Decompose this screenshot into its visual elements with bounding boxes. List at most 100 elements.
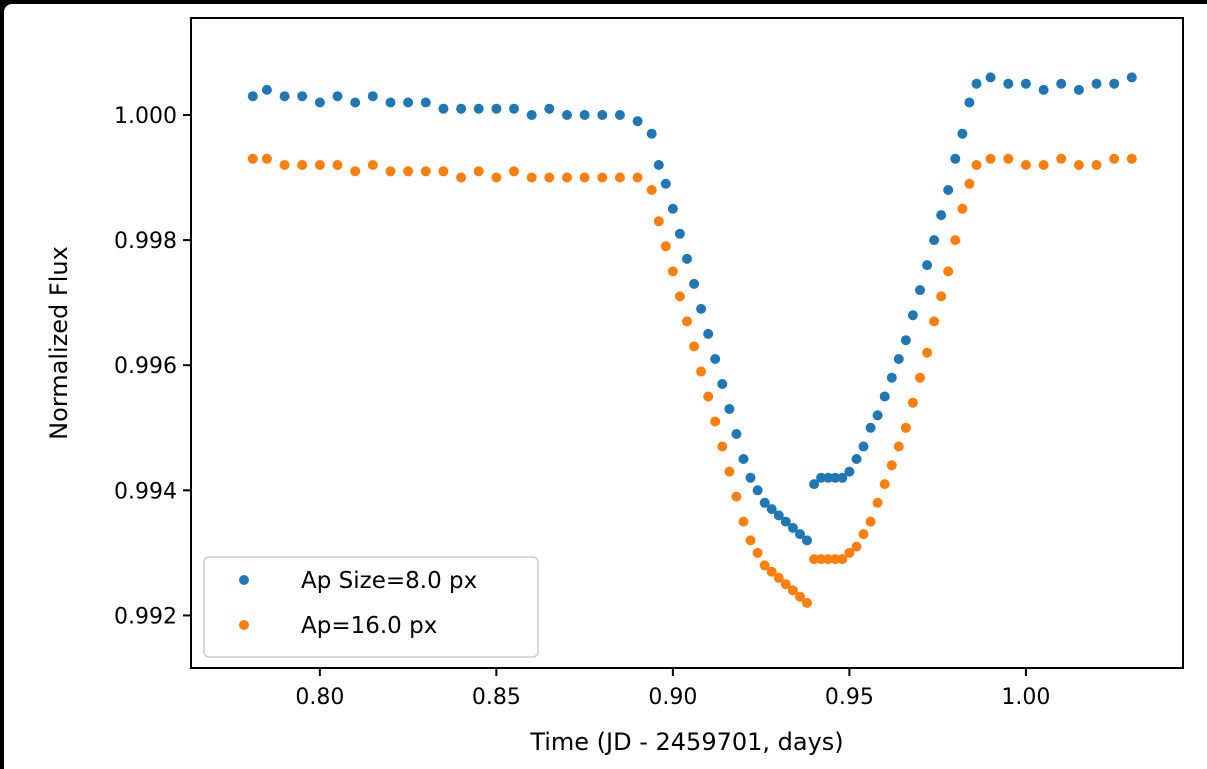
legend: Ap Size=8.0 px Ap=16.0 px: [203, 556, 539, 658]
data-point-series-2: [314, 160, 325, 170]
data-point-series-1: [279, 91, 290, 102]
data-point-series-2: [509, 166, 519, 177]
data-point-series-2: [893, 441, 904, 452]
data-point-series-2: [872, 497, 883, 508]
data-point-series-1: [738, 454, 749, 464]
data-point-series-1: [971, 78, 982, 89]
data-point-series-1: [438, 103, 449, 114]
data-point-series-2: [886, 460, 897, 471]
data-point-series-1: [957, 128, 968, 139]
data-point-series-1: [646, 128, 657, 139]
data-point-series-1: [907, 310, 918, 321]
data-point-series-1: [900, 335, 911, 346]
data-point-series-1: [893, 354, 904, 364]
data-point-series-1: [247, 91, 258, 102]
data-point-series-2: [738, 516, 749, 527]
figure-canvas: 0.80 0.85 0.90 0.95 1.00 0.992 0.994 0.996 0.99…: [4, 4, 1207, 769]
data-point-series-2: [731, 491, 742, 502]
y-tick-label: 0.996: [114, 354, 177, 379]
data-point-series-2: [491, 172, 502, 183]
data-point-series-2: [1091, 160, 1102, 170]
data-point-series-1: [1091, 78, 1102, 89]
data-point-series-2: [696, 366, 707, 377]
data-point-series-1: [795, 529, 805, 540]
data-point-series-2: [646, 185, 657, 195]
data-point-series-2: [703, 391, 714, 402]
data-point-series-1: [780, 516, 791, 527]
x-axis-label: Time (JD - 2459701, days): [529, 728, 843, 756]
y-axis-label: Normalized Flux: [45, 246, 73, 440]
data-point-series-1: [809, 479, 820, 490]
data-point-series-1: [1126, 72, 1137, 83]
data-point-series-1: [816, 472, 827, 483]
data-point-series-2: [614, 172, 625, 183]
data-point-series-1: [491, 103, 502, 114]
data-point-series-1: [674, 228, 685, 239]
x-axis: 0.80 0.85 0.90 0.95 1.00: [295, 668, 1050, 710]
data-point-series-1: [745, 472, 756, 483]
data-point-series-1: [950, 153, 961, 164]
x-tick-label: 0.85: [472, 685, 521, 710]
data-point-series-1: [837, 472, 848, 483]
legend-marker-series-2: [239, 620, 249, 630]
data-point-series-1: [858, 441, 869, 452]
data-point-series-1: [823, 472, 834, 483]
data-point-series-2: [1056, 153, 1067, 164]
data-point-series-1: [526, 110, 537, 120]
data-point-series-1: [473, 103, 484, 114]
plot-area-border: [190, 17, 1184, 669]
data-point-series-2: [1073, 160, 1084, 170]
data-point-series-2: [865, 516, 876, 527]
data-point-series-2: [261, 153, 272, 164]
data-point-series-1: [929, 235, 940, 246]
y-tick-label: 1.000: [114, 104, 177, 129]
data-point-series-2: [562, 172, 572, 183]
data-point-series-2: [724, 466, 735, 477]
legend-label-series-2: Ap=16.0 px: [301, 613, 437, 639]
data-point-series-2: [682, 316, 692, 327]
data-point-series-1: [1056, 78, 1067, 89]
data-point-series-2: [773, 572, 784, 583]
data-point-series-1: [367, 91, 378, 102]
data-point-series-2: [936, 291, 947, 302]
data-point-series-1: [787, 522, 798, 533]
x-tick-label: 0.80: [295, 685, 344, 710]
data-point-series-1: [703, 328, 714, 339]
data-point-series-2: [456, 172, 467, 183]
data-point-series-1: [632, 116, 643, 127]
data-point-series-1: [653, 160, 664, 170]
data-point-series-2: [526, 172, 537, 183]
data-point-series-1: [509, 103, 519, 114]
data-point-series-1: [385, 97, 396, 108]
data-point-series-2: [929, 316, 940, 327]
data-point-series-1: [314, 97, 325, 108]
data-point-series-2: [971, 160, 982, 170]
data-point-series-2: [674, 291, 685, 302]
data-point-series-2: [438, 166, 449, 177]
data-point-series-1: [1003, 78, 1014, 89]
data-point-series-1: [1109, 78, 1120, 89]
data-point-series-2: [350, 166, 361, 177]
data-point-series-1: [456, 103, 467, 114]
data-point-series-1: [844, 466, 855, 477]
data-point-series-2: [823, 554, 834, 565]
data-point-series-1: [943, 185, 954, 195]
data-point-series-2: [830, 554, 841, 565]
data-point-series-2: [710, 416, 721, 427]
data-point-series-1: [1073, 84, 1084, 95]
data-point-series-2: [943, 266, 954, 277]
data-point-series-2: [1020, 160, 1031, 170]
data-point-series-2: [907, 397, 918, 408]
data-point-series-2: [759, 560, 770, 571]
data-point-series-2: [964, 178, 975, 189]
data-point-series-1: [985, 72, 996, 83]
data-point-series-2: [579, 172, 590, 183]
data-point-series-1: [802, 535, 812, 546]
data-point-series-2: [1003, 153, 1014, 164]
data-point-series-1: [579, 110, 590, 120]
data-point-series-1: [332, 91, 343, 102]
data-point-series-1: [752, 485, 763, 496]
data-point-series-2: [922, 347, 933, 358]
data-point-series-2: [802, 597, 812, 608]
data-point-series-1: [597, 110, 608, 120]
